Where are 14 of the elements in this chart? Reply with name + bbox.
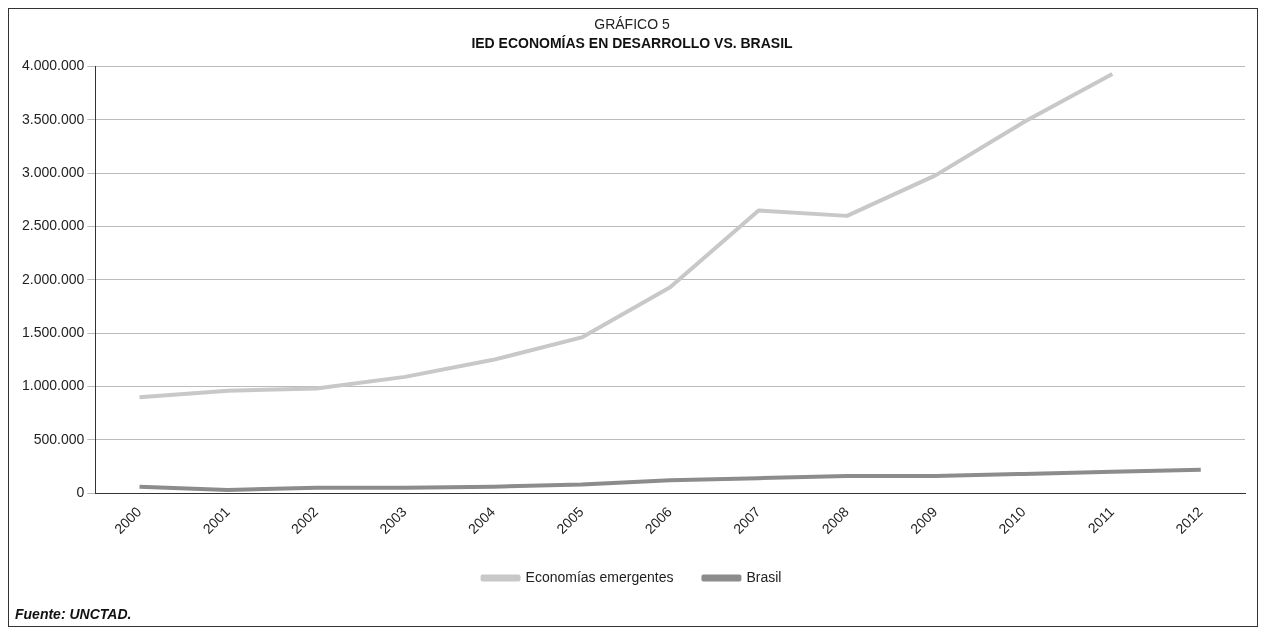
chart-subtitle: IED ECONOMÍAS EN DESARROLLO VS. BRASIL	[471, 35, 794, 52]
y-tick-label: 1.000.000	[21, 377, 85, 394]
y-tick-label: 3.000.000	[21, 164, 85, 181]
source-note: Fuente: UNCTAD.	[15, 606, 132, 622]
y-tick-label: 2.000.000	[21, 270, 85, 287]
y-tick-label: 2.500.000	[21, 217, 85, 234]
y-tick-label: 1.500.000	[21, 324, 85, 341]
legend-label: Brasil	[746, 568, 782, 585]
y-tick-label: 0	[76, 483, 85, 500]
y-tick-label: 3.500.000	[21, 110, 85, 127]
legend-label: Economías emergentes	[525, 568, 674, 585]
chart-title: GRÁFICO 5	[594, 16, 670, 33]
y-tick-label: 500.000	[33, 430, 85, 447]
y-tick-label: 4.000.000	[21, 57, 85, 74]
